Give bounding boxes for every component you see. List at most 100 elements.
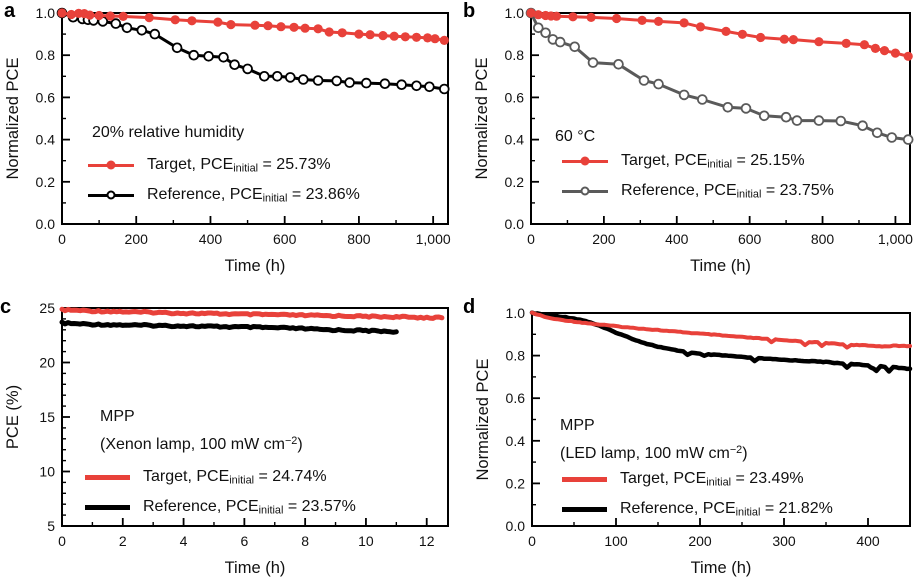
filled-marker [144,13,154,23]
filled-marker [289,22,299,32]
y-tick-label: 0.2 [36,174,56,190]
reference-legend-label: Reference, PCEinitial = 23.57% [143,497,356,517]
y-axis-title: Normalized PCE [473,58,491,180]
filled-marker [859,40,869,50]
y-axis-title: Normalized PCE [474,359,492,481]
filled-marker [737,29,747,39]
x-axis-title: Time (h) [225,257,286,275]
open-marker [229,59,240,70]
target-line-swatch [562,476,607,482]
y-tick-label: 15 [39,409,55,425]
x-tick-label: 0 [527,231,535,247]
legend-row-reference: Reference, PCEinitial = 23.86% [88,184,360,206]
y-tick-label: 0.4 [505,132,525,148]
y-axis-title: PCE (%) [4,385,22,449]
open-marker [242,63,253,75]
open-marker [533,22,544,34]
filled-marker [300,23,310,33]
target-legend-label: Target, PCEinitial = 25.73% [147,155,331,175]
legend-row-reference: Reference, PCEinitial = 21.82% [562,498,833,520]
filled-marker [551,11,562,21]
x-tick-label: 4 [180,533,188,549]
filled-marker [695,22,706,32]
open-marker [424,81,435,93]
open-marker [613,59,624,70]
filled-marker [365,30,375,40]
panel-c-plot: 0 2 4 6 8 10 12 5 10 15 20 25 Time (h) PCE (%) [4,300,449,577]
open-marker [791,115,803,126]
open-marker [653,78,664,90]
open-marker [678,89,690,101]
open-marker [638,75,650,86]
y-tick-label: 0.0 [36,216,56,232]
target-legend-label: Target, PCEinitial = 25.15% [621,151,805,171]
x-tick-label: 0 [58,231,66,247]
panel-d-condition-line2: (LED lamp, 100 mW cm−2) [560,444,748,462]
x-tick-label: 1,000 [878,231,913,247]
filled-marker [533,10,543,20]
filled-marker [870,43,880,54]
filled-marker [814,37,824,47]
open-marker [857,120,868,131]
legend-row-target: Target, PCEinitial = 25.15% [562,150,834,172]
filled-marker [890,48,900,58]
target-line-swatch [85,474,130,480]
open-marker [740,103,752,114]
filled-marker [841,38,851,49]
x-tick-label: 6 [240,533,248,549]
filled-marker [756,32,766,43]
reference-legend-label: Reference, PCEinitial = 23.75% [621,181,834,201]
filled-marker [66,9,76,20]
panel-c-condition-line1: MPP [100,408,135,425]
open-marker [149,28,161,40]
x-tick-label: 1,000 [416,231,451,247]
x-axis-title: Time (h) [691,559,752,577]
filled-marker [679,18,689,28]
legend-row-target: Target, PCEinitial = 24.74% [85,466,356,488]
x-tick-label: 800 [811,231,835,247]
y-tick-label: 0.2 [506,475,526,491]
y-tick-label: 0.2 [505,174,525,190]
open-marker [284,72,296,83]
filled-marker [568,12,578,22]
y-tick-label: 0.0 [506,518,526,534]
filled-marker [788,35,798,45]
y-tick-label: 0.8 [505,47,525,63]
panel-b-condition-text: 60 °C [555,128,596,145]
open-circle-marker-icon [106,190,116,200]
filled-marker [118,11,128,21]
panel-a-legend: Target, PCEinitial = 25.73% Reference, P… [88,154,360,214]
filled-marker [423,33,433,43]
series-reference-line [529,11,910,142]
open-marker [886,132,898,143]
y-tick-label: 1.0 [506,305,526,321]
y-tick-label: 0.6 [505,89,525,105]
panel-b-letter: b [463,0,476,22]
x-tick-label: 8 [301,533,309,549]
panel-a-plot: 0 200 400 600 800 1,000 0.0 0.2 0.4 0.6 0.8 1.0 Time… [4,5,451,275]
filled-marker [903,51,913,61]
filled-marker [653,16,664,26]
open-marker [697,94,708,105]
x-tick-label: 400 [665,231,689,247]
open-marker [411,80,422,92]
x-tick-label: 200 [592,231,616,247]
filled-marker [57,8,67,18]
filled-marker [411,32,422,42]
y-tick-label: 5 [47,518,55,534]
y-axis-title: Normalized PCE [4,58,22,180]
y-tick-label: 20 [39,355,55,371]
panel-b: b 0 200 400 600 800 1,000 0.0 0.2 0.4 0.6 0.8 1.0 Ti… [457,0,914,294]
target-legend-label: Target, PCEinitial = 24.74% [143,467,327,487]
panel-c-condition-line2: (Xenon lamp, 100 mW cm−2) [100,435,303,453]
panel-a-annotation: 20% relative humidity [92,120,244,145]
filled-circle-marker-icon [106,160,116,170]
filled-marker [226,20,236,30]
open-marker [569,41,580,53]
open-marker [780,111,792,123]
open-marker [379,78,391,89]
filled-marker [187,16,197,26]
open-marker [203,50,214,62]
filled-marker [354,29,364,39]
